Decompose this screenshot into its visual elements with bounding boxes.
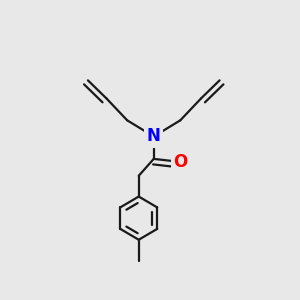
Text: O: O <box>173 153 188 171</box>
Text: N: N <box>147 128 161 146</box>
